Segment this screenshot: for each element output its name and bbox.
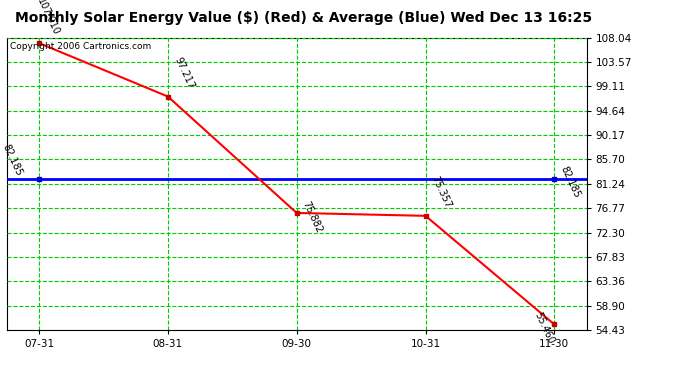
Text: 82.185: 82.185 [558,165,582,200]
Text: 97.217: 97.217 [172,55,195,90]
Text: 55.460: 55.460 [532,311,555,346]
Text: Monthly Solar Energy Value ($) (Red) & Average (Blue) Wed Dec 13 16:25: Monthly Solar Energy Value ($) (Red) & A… [15,11,592,25]
Text: 75.882: 75.882 [301,200,324,234]
Text: 75.357: 75.357 [430,174,453,210]
Text: Copyright 2006 Cartronics.com: Copyright 2006 Cartronics.com [10,42,151,51]
Text: 82.185: 82.185 [0,143,23,178]
Text: 107.010: 107.010 [35,0,61,37]
